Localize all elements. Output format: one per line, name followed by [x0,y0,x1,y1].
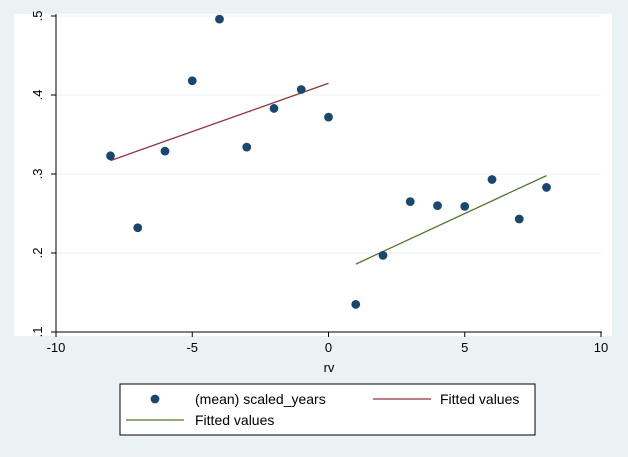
data-point [215,14,224,24]
data-point [542,183,551,192]
y-tick-label: .1 [30,327,45,338]
data-point [460,201,470,211]
axes: .1 .2 .3 .4 .5 -10 -5 0 5 10 [30,11,608,355]
fitted-line [355,175,547,265]
data-point [269,104,279,113]
data-point [106,151,115,161]
data-point [242,142,252,152]
data-point [160,146,170,156]
data-point [187,76,197,86]
x-tick-label: -5 [186,340,198,355]
legend-marker [150,394,160,404]
data-point [296,85,306,94]
x-tick-label: 5 [461,340,468,355]
data-point [405,197,415,207]
data-point [378,250,388,260]
y-tick-label: .3 [30,169,45,180]
data-point [514,214,524,224]
y-tick-label: .2 [30,248,45,259]
data-points [106,14,551,309]
legend-box [119,383,536,436]
x-tick-label: -10 [47,340,66,355]
legend-label: Fitted values [440,391,519,407]
data-point [324,112,333,122]
fitted-line [110,82,329,162]
plot-region [14,14,612,336]
legend: (mean) scaled_years Fitted values Fitted v… [119,383,536,436]
data-point [351,299,361,309]
y-tick-label: .4 [30,90,45,101]
y-tick-label: .5 [30,11,45,22]
x-tick-label: 0 [325,340,332,355]
legend-label: Fitted values [195,412,274,428]
data-point [487,175,497,184]
fitted-lines [110,82,547,265]
legend-label: (mean) scaled_years [195,391,326,407]
x-axis-label: rv [324,360,335,375]
data-point [133,223,143,233]
data-point [433,201,442,211]
x-tick-label: 10 [594,340,608,355]
